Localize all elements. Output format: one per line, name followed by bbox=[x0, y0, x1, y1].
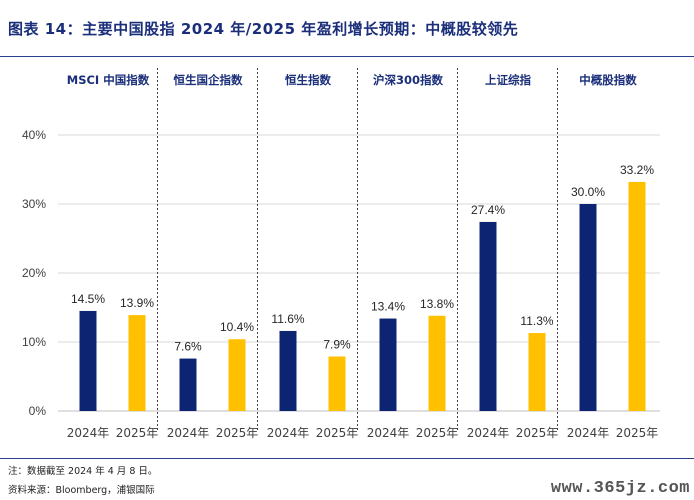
group-label: 上证综指 bbox=[485, 73, 531, 87]
bar bbox=[428, 315, 446, 411]
group-label: 中概股指数 bbox=[579, 73, 637, 87]
bar bbox=[579, 204, 597, 411]
x-tick-label: 2025年 bbox=[216, 426, 259, 440]
y-tick-label: 20% bbox=[22, 266, 46, 280]
bar bbox=[328, 356, 346, 411]
x-tick-label: 2024年 bbox=[367, 426, 410, 440]
value-label: 27.4% bbox=[471, 203, 505, 217]
group-label: 沪深300指数 bbox=[373, 73, 444, 87]
watermark: www.365jz.com bbox=[550, 479, 690, 498]
value-label: 11.3% bbox=[520, 314, 553, 328]
value-label: 14.5% bbox=[71, 292, 105, 306]
value-label: 30.0% bbox=[571, 185, 605, 199]
value-label: 11.6% bbox=[271, 312, 304, 326]
x-tick-label: 2024年 bbox=[467, 426, 510, 440]
bar bbox=[128, 315, 146, 411]
group-label: 恒生指数 bbox=[285, 73, 331, 87]
source-note: 资料来源：Bloomberg，浦银国际 bbox=[8, 485, 155, 496]
value-label: 7.6% bbox=[174, 340, 202, 354]
gridlines bbox=[58, 134, 660, 412]
value-labels: 14.5% 7.6% 11.6% 13.4% 27.4% 30.0% 13.9% 10.4% 7… bbox=[71, 163, 654, 354]
value-label: 33.2% bbox=[620, 163, 654, 177]
data-date-note: 注：数据截至 2024 年 4 月 8 日。 bbox=[8, 466, 158, 477]
footer-divider bbox=[0, 458, 694, 459]
x-tick-label: 2025年 bbox=[416, 426, 459, 440]
bar bbox=[79, 310, 97, 411]
value-label: 13.4% bbox=[371, 300, 405, 314]
group-label: 恒生国企指数 bbox=[174, 73, 243, 87]
bar bbox=[228, 339, 246, 411]
x-tick-label: 2025年 bbox=[616, 426, 659, 440]
value-label: 13.8% bbox=[420, 297, 454, 311]
group-labels: MSCI 中国指数 恒生国企指数 恒生指数 沪深300指数 上证综指 中概股指数 bbox=[67, 73, 637, 87]
bar bbox=[279, 330, 297, 411]
y-tick-label: 30% bbox=[22, 197, 46, 211]
x-tick-labels: 2024年 2024年 2024年 2024年 2024年 2024年 2025年 2025年… bbox=[67, 426, 659, 440]
title-divider bbox=[0, 56, 694, 57]
y-tick-label: 0% bbox=[29, 404, 47, 418]
value-label: 7.9% bbox=[323, 337, 351, 351]
bar bbox=[528, 333, 546, 411]
y-tick-label: 10% bbox=[22, 335, 46, 349]
x-tick-label: 2024年 bbox=[267, 426, 310, 440]
figure-title: 图表 14：主要中国股指 2024 年/2025 年盈利增长预期：中概股较领先 bbox=[8, 20, 519, 38]
value-label: 10.4% bbox=[220, 320, 254, 334]
x-tick-label: 2025年 bbox=[116, 426, 159, 440]
x-tick-label: 2024年 bbox=[567, 426, 610, 440]
bar bbox=[379, 318, 397, 411]
bar-chart: 0% 10% 20% 30% 40% MSCI 中国指数 恒生国企指数 恒生指数 沪深300指… bbox=[22, 68, 660, 440]
group-separators bbox=[157, 68, 558, 432]
value-label: 13.9% bbox=[120, 296, 154, 310]
x-tick-label: 2024年 bbox=[67, 426, 110, 440]
group-label: MSCI 中国指数 bbox=[67, 73, 150, 87]
x-tick-label: 2025年 bbox=[316, 426, 359, 440]
x-tick-label: 2024年 bbox=[167, 426, 210, 440]
bar bbox=[479, 221, 497, 411]
y-tick-label: 40% bbox=[22, 128, 46, 142]
bar bbox=[179, 358, 197, 411]
bars bbox=[79, 181, 646, 411]
x-tick-label: 2025年 bbox=[516, 426, 559, 440]
bar bbox=[628, 181, 646, 411]
y-axis: 0% 10% 20% 30% 40% bbox=[22, 128, 46, 418]
